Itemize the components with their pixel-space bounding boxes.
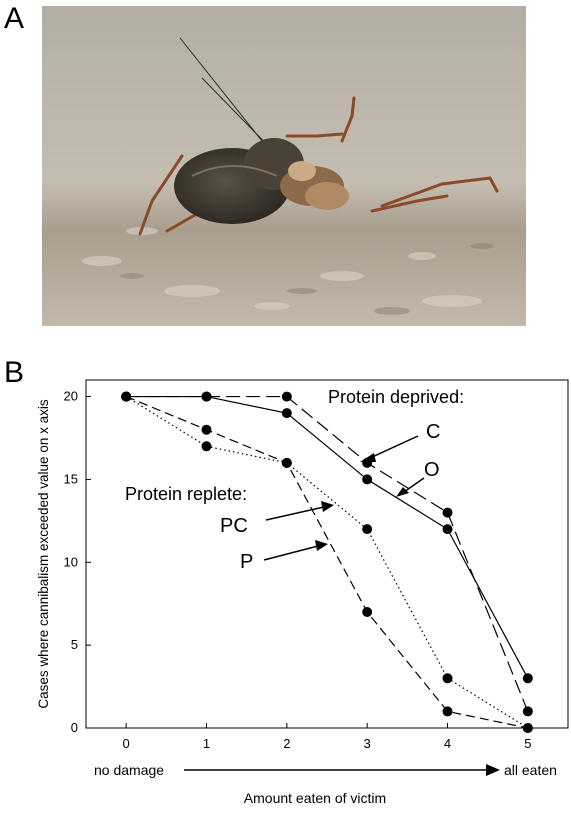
x-tick-label: 4 (444, 736, 451, 751)
panel-a-letter: A (4, 2, 25, 35)
series-line-o (126, 395, 529, 679)
ground-dark-spots (120, 243, 494, 315)
cricket (138, 37, 499, 236)
series-label-o: O (424, 459, 440, 481)
data-point-p (201, 424, 212, 435)
x-tick-label: 3 (364, 736, 371, 751)
x-axis: 0 1 2 3 4 5 (123, 723, 531, 751)
data-point-o (362, 474, 373, 485)
data-point-pc (201, 441, 212, 452)
ground-texture (82, 227, 482, 310)
series-arrow-o (403, 477, 425, 493)
data-point-c (522, 706, 533, 717)
data-point-c (281, 391, 292, 402)
data-point-o (201, 391, 212, 402)
x-tick-label: 5 (524, 736, 531, 751)
group-label-deprived: Protein deprived: (328, 387, 464, 407)
series-label-c: C (426, 421, 440, 443)
group-label-replete: Protein replete: (125, 484, 247, 504)
x-start-label: no damage (94, 762, 164, 778)
series-lines (125, 395, 529, 729)
data-point-p (362, 607, 373, 617)
cannibalism-chart: 0 5 10 15 20 0 1 2 3 4 5 Cases where cannibalism … (36, 379, 569, 806)
series-points (121, 391, 533, 733)
x-end-label: all eaten (504, 762, 557, 778)
data-point-o (522, 673, 533, 684)
plot-frame (85, 379, 569, 729)
series-label-pc: PC (220, 515, 248, 537)
panel-b-letter: B (4, 356, 25, 389)
y-tick-label: 15 (64, 471, 78, 486)
y-axis-label: Cases where cannibalism exceeded value o… (36, 399, 51, 708)
series-label-p: P (240, 551, 253, 573)
data-point-pc (442, 673, 453, 684)
series-arrow-c (369, 435, 419, 459)
data-point-o (442, 524, 453, 535)
series-arrowhead-c (360, 453, 376, 462)
series-arrowhead-pc (321, 501, 334, 512)
series-line-c (126, 395, 529, 712)
data-point-c (442, 507, 453, 518)
y-tick-label: 20 (64, 389, 78, 404)
data-point-pc (362, 524, 373, 535)
data-point-p (281, 457, 292, 468)
series-arrowhead-o (396, 487, 409, 497)
y-tick-label: 0 (71, 720, 78, 735)
cricket-photo (42, 6, 526, 326)
y-axis: 0 5 10 15 20 (64, 389, 91, 735)
series-arrow-pc (265, 506, 325, 521)
series-line-p (125, 396, 528, 729)
y-tick-label: 10 (64, 554, 78, 569)
series-arrowhead-p (315, 540, 328, 551)
data-point-p (442, 706, 453, 717)
x-tick-label: 1 (203, 736, 210, 751)
data-point-p (522, 723, 533, 733)
x-axis-label: Amount eaten of victim (244, 790, 386, 806)
data-point-p (121, 391, 132, 402)
x-tick-label: 0 (123, 736, 130, 751)
x-tick-label: 2 (283, 736, 290, 751)
y-tick-label: 5 (71, 637, 78, 652)
data-point-o (281, 408, 292, 419)
x-direction-arrowhead (486, 764, 500, 776)
series-arrow-p (263, 545, 319, 561)
